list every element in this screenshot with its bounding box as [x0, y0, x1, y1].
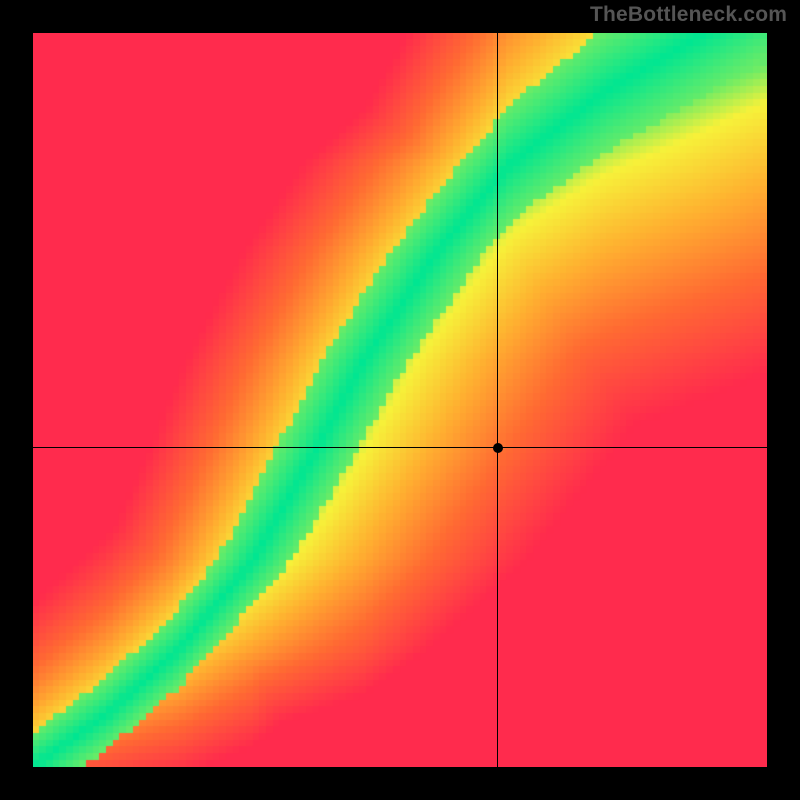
crosshair-marker [493, 443, 503, 453]
crosshair-vertical [497, 33, 499, 767]
heatmap-plot [33, 33, 767, 767]
heatmap-canvas [33, 33, 767, 767]
crosshair-horizontal [33, 447, 767, 449]
watermark-text: TheBottleneck.com [590, 3, 787, 27]
